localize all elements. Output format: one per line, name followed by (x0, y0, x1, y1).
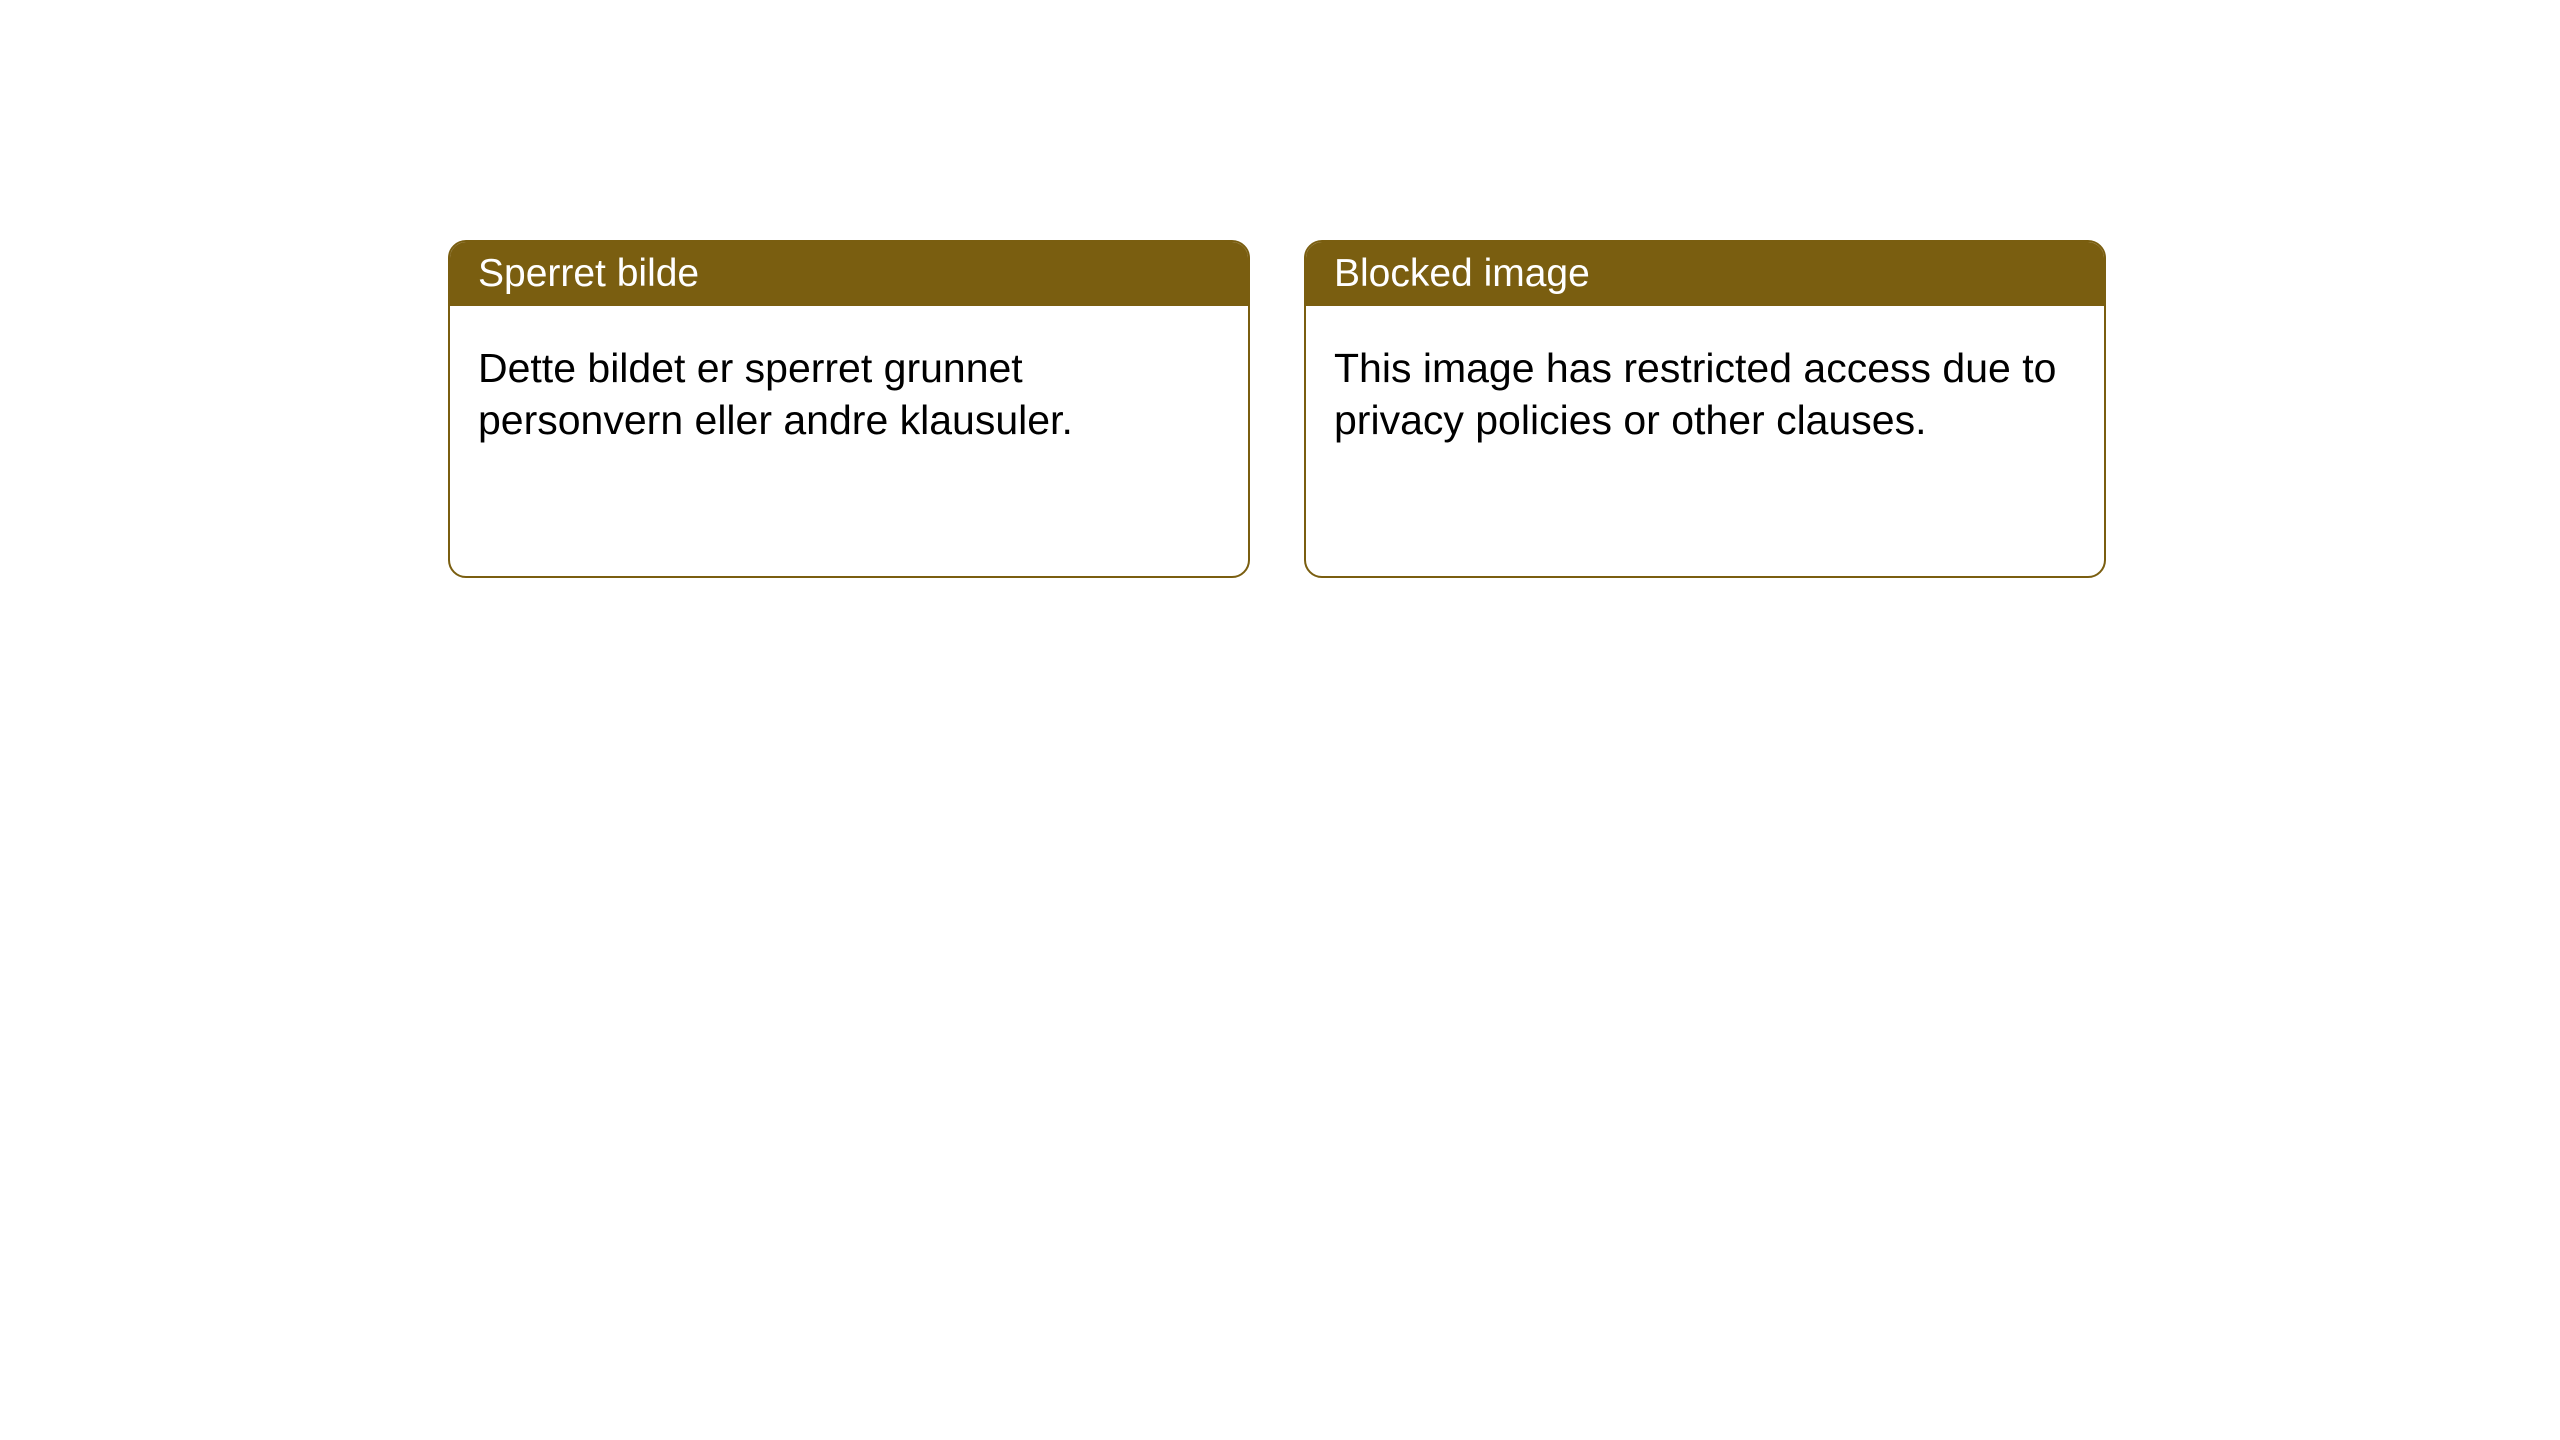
notice-card-header: Sperret bilde (450, 242, 1248, 306)
notice-card-body: This image has restricted access due to … (1306, 306, 2104, 483)
notice-card-container: Sperret bilde Dette bildet er sperret gr… (0, 0, 2560, 578)
notice-card-message: Dette bildet er sperret grunnet personve… (478, 345, 1073, 443)
notice-card-title: Blocked image (1334, 252, 1590, 295)
notice-card-body: Dette bildet er sperret grunnet personve… (450, 306, 1248, 483)
notice-card-title: Sperret bilde (478, 252, 699, 295)
notice-card-en: Blocked image This image has restricted … (1304, 240, 2106, 578)
notice-card-no: Sperret bilde Dette bildet er sperret gr… (448, 240, 1250, 578)
notice-card-message: This image has restricted access due to … (1334, 345, 2056, 443)
notice-card-header: Blocked image (1306, 242, 2104, 306)
